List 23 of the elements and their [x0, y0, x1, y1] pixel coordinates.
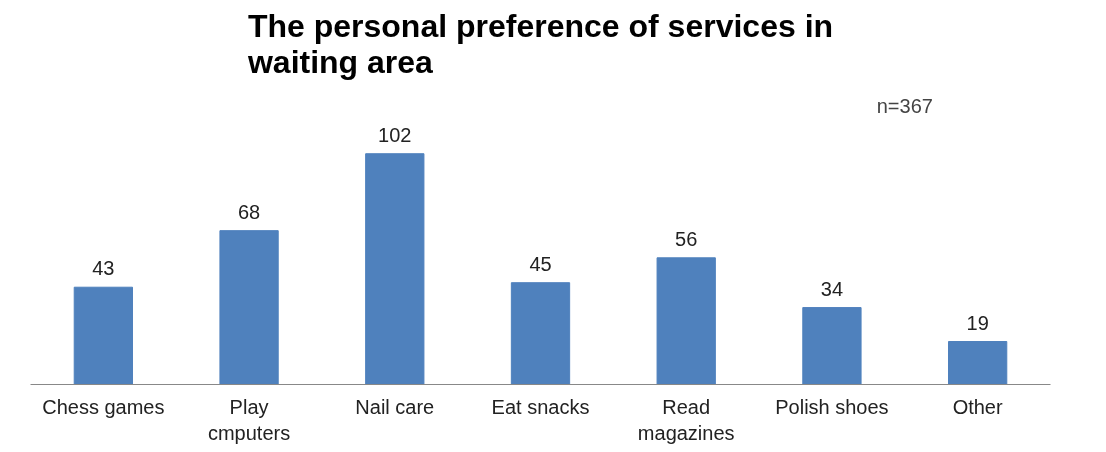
- data-label: 34: [820, 277, 844, 300]
- data-label: 56: [675, 227, 698, 250]
- bar: [73, 286, 133, 385]
- bar: [510, 282, 571, 385]
- bar: [365, 153, 425, 385]
- text: n=367: [876, 94, 933, 117]
- data-label: 45: [529, 252, 552, 275]
- bar: [802, 307, 862, 385]
- x-tick-label: Polish shoes: [775, 395, 889, 418]
- x-tick-label: Other: [952, 395, 1003, 418]
- x-tick-label: Chess games: [42, 395, 165, 418]
- bar: [948, 341, 1008, 385]
- bar: [656, 257, 716, 385]
- data-label: 19: [966, 311, 989, 334]
- x-tick-label: Play cmputers: [207, 395, 291, 444]
- bar: [219, 230, 279, 385]
- data-label: 68: [237, 200, 261, 223]
- chart-title: The personal preference of services in waiting area: [246, 7, 834, 80]
- data-label: 43: [92, 257, 115, 280]
- x-tick-label: Read magazines: [637, 395, 735, 444]
- x-tick-label: Eat snacks: [491, 395, 590, 418]
- data-label: 102: [378, 123, 412, 146]
- x-tick-label: Nail care: [355, 395, 435, 418]
